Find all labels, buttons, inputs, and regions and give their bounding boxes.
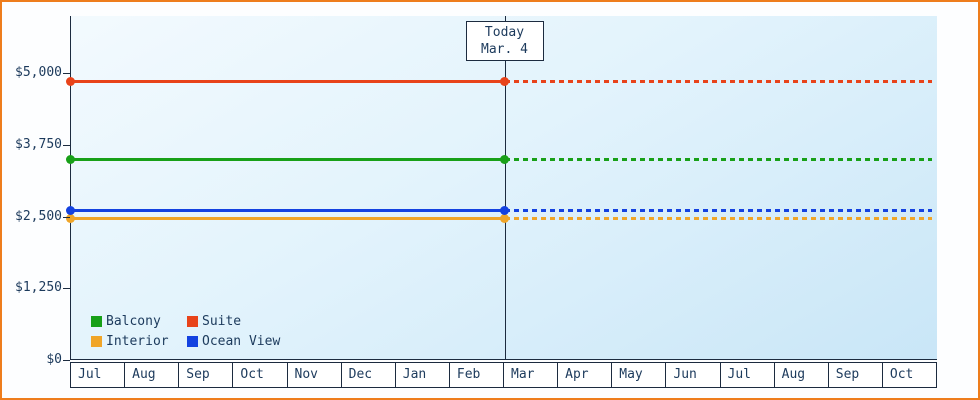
series-marker-start-suite [66,77,75,87]
y-axis-label: $1,250 [15,280,62,296]
x-axis-label: Jul [71,363,126,387]
today-date-label: Mar. 4 [481,42,528,57]
series-line-dashed-balcony [504,157,932,161]
legend-item-balcony: Balcony [91,313,187,329]
x-axis-label: May [612,363,667,387]
series-marker-start-balcony [66,154,75,164]
y-axis-tick [63,288,70,290]
x-axis-label: Dec [342,363,396,387]
series-line-solid-balcony [71,157,505,161]
y-axis-label: $5,000 [15,65,62,81]
legend-swatch-ocean-view-icon [187,335,198,347]
y-axis-tick [63,216,70,218]
legend-label-interior: Interior [106,333,169,349]
legend-label-ocean-view: Ocean View [202,333,281,349]
legend-item-suite: Suite [187,313,280,329]
legend-swatch-balcony-icon [91,315,102,327]
series-marker-today-balcony [500,154,509,164]
x-axis-label: Jun [666,363,721,387]
x-axis-label: Feb [450,363,504,387]
series-marker-start-ocean-view [66,206,75,216]
y-axis-label: $2,500 [15,208,62,224]
x-axis: Jul Aug Sep Oct Nov Dec Jan Feb Mar Apr May Jun Jul A… [70,362,937,388]
y-axis-tick [63,145,70,146]
y-axis-label: $3,750 [15,137,62,152]
x-axis-label: Jan [396,363,450,387]
plot-area: Today Mar. 4 Balcony Suite Interior Ocean V… [66,16,937,360]
series-line-dashed-interior [504,217,932,221]
x-axis-label: Sep [179,363,234,387]
x-axis-label: Apr [558,363,613,387]
legend-label-suite: Suite [202,313,242,329]
x-axis-label: Jul [721,363,775,387]
series-line-solid-suite [71,80,505,84]
y-axis-tick [63,73,70,75]
x-axis-label: Oct [233,363,288,387]
x-axis-label: Mar [504,363,559,387]
legend: Balcony Suite Interior Ocean View [91,313,281,349]
today-vertical-line [504,16,506,359]
today-label-box: Today Mar. 4 [465,21,544,61]
series-line-dashed-suite [504,80,932,84]
x-axis-label: Nov [288,363,342,387]
legend-item-ocean-view: Ocean View [187,333,281,349]
series-marker-today-interior [500,214,509,224]
x-axis-label: Aug [775,363,829,387]
series-marker-today-ocean-view [500,206,509,216]
x-axis-label: Oct [889,367,914,382]
series-line-solid-interior [71,217,505,221]
legend-label-balcony: Balcony [106,313,161,329]
series-marker-today-suite [500,77,509,87]
legend-swatch-suite-icon [187,315,198,327]
legend-item-interior: Interior [91,333,187,349]
today-label: Today [484,25,525,40]
y-axis-tick [63,360,70,361]
legend-swatch-interior-icon [91,335,102,347]
x-axis-label: Aug [125,363,180,387]
series-line-solid-ocean-view [71,209,505,213]
x-axis-label: Sep [829,363,883,387]
series-line-dashed-ocean-view [504,209,932,213]
y-axis-label: $0 [46,352,62,367]
series-marker-start-interior [66,214,75,224]
